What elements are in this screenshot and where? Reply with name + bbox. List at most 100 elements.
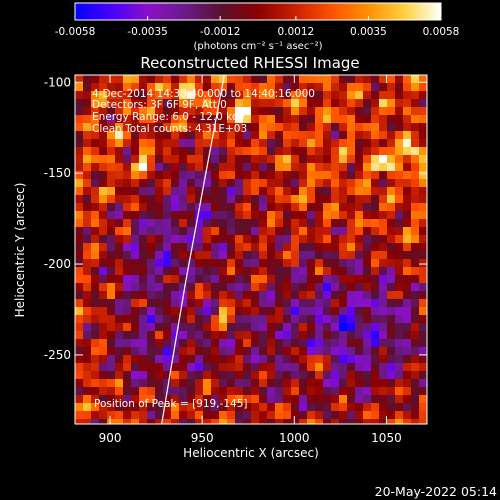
heatmap-cell [315,259,324,268]
heatmap-cell [347,107,356,116]
heatmap-cell [251,219,260,228]
heatmap-cell [387,227,396,236]
heatmap-cell [187,331,196,340]
heatmap-cell [315,99,324,108]
heatmap-cell [195,147,204,156]
heatmap-cell [187,163,196,172]
heatmap-cell [299,179,308,188]
heatmap-cell [267,339,276,348]
heatmap-cell [107,363,116,372]
heatmap-cell [163,379,172,388]
heatmap-cell [315,267,324,276]
heatmap-cell [363,195,372,204]
heatmap-cell [419,259,427,268]
heatmap-cell [147,131,156,140]
heatmap-cell [275,219,284,228]
heatmap-cell [83,219,92,228]
heatmap-cell [387,355,396,364]
heatmap-cell [131,419,140,424]
heatmap-cell [291,227,300,236]
heatmap-cell [155,187,164,196]
heatmap-cell [315,331,324,340]
heatmap-cell [339,219,348,228]
heatmap-cell [243,355,252,364]
heatmap-cell [251,179,260,188]
heatmap-cell [291,419,300,424]
heatmap-cell [123,371,132,380]
heatmap-cell [139,355,148,364]
heatmap-cell [227,363,236,372]
heatmap-cell [419,355,427,364]
heatmap-cell [403,347,412,356]
heatmap-cell [315,115,324,124]
heatmap-cell [371,107,380,116]
heatmap-cell [315,291,324,300]
heatmap-cell [243,347,252,356]
heatmap-cell [403,411,412,420]
heatmap-cell [379,155,388,164]
heatmap-cell [363,411,372,420]
heatmap-cell [107,411,116,420]
heatmap-cell [411,419,420,424]
heatmap-cell [371,323,380,332]
heatmap-cell [379,187,388,196]
heatmap-cell [83,99,92,108]
heatmap-cell [179,251,188,260]
heatmap-cell [323,163,332,172]
heatmap-cell [251,403,260,412]
heatmap-cell [283,75,292,84]
heatmap-cell [219,323,228,332]
heatmap-cell [339,339,348,348]
heatmap-cell [195,251,204,260]
heatmap-cell [275,171,284,180]
heatmap-cell [195,323,204,332]
heatmap-cell [355,115,364,124]
heatmap-cell [163,299,172,308]
heatmap-cell [155,275,164,284]
heatmap-cell [147,139,156,148]
heatmap-cell [387,99,396,108]
heatmap-cell [307,379,316,388]
heatmap-cell [115,363,124,372]
heatmap-cell [283,91,292,100]
heatmap-cell [99,363,108,372]
heatmap-cell [211,387,220,396]
heatmap-cell [347,355,356,364]
heatmap-cell [411,339,420,348]
heatmap-cell [83,323,92,332]
heatmap-cell [379,403,388,412]
heatmap-cell [123,275,132,284]
heatmap-cell [227,107,236,116]
heatmap-cell [307,267,316,276]
heatmap-cell [251,163,260,172]
heatmap-cell [83,91,92,100]
heatmap-cell [307,75,316,84]
heatmap-cell [323,219,332,228]
heatmap-cell [411,155,420,164]
heatmap-cell [363,131,372,140]
heatmap-cell [299,131,308,140]
heatmap-cell [147,403,156,412]
heatmap-cell [299,299,308,308]
heatmap-cell [211,235,220,244]
heatmap-cell [347,155,356,164]
heatmap-cell [211,307,220,316]
heatmap-cell [251,75,260,84]
heatmap-cell [243,155,252,164]
heatmap-cell [179,147,188,156]
heatmap-cell [299,155,308,164]
heatmap-cell [403,339,412,348]
heatmap-cell [211,139,220,148]
heatmap-cell [75,107,84,116]
heatmap-cell [363,243,372,252]
heatmap-cell [243,243,252,252]
heatmap-cell [291,203,300,212]
heatmap-cell [139,211,148,220]
heatmap-cell [107,347,116,356]
heatmap-cell [259,187,268,196]
heatmap-cell [299,163,308,172]
heatmap-cell [291,387,300,396]
heatmap-cell [411,395,420,404]
heatmap-cell [299,379,308,388]
